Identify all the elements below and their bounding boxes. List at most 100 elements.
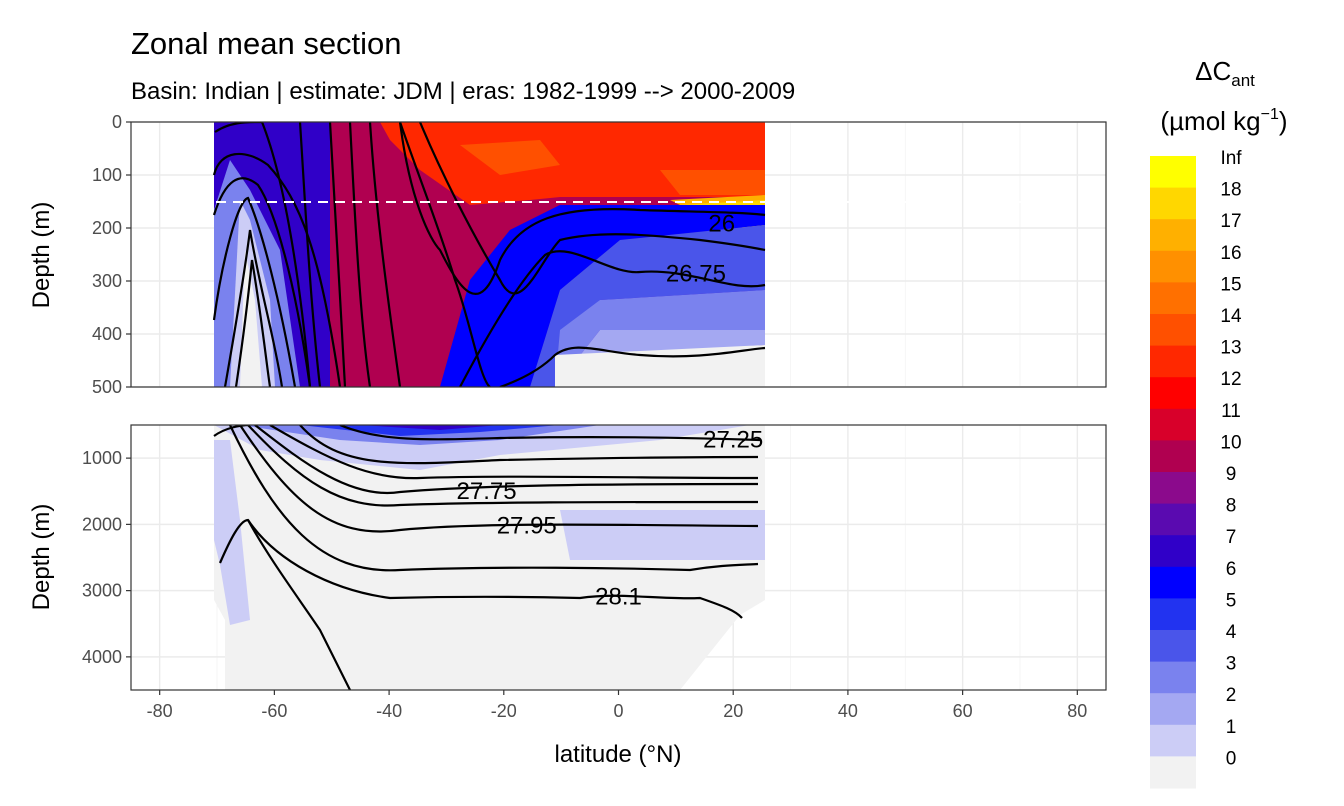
field-lower-blue-b [560, 510, 765, 560]
contour-lower-6 [247, 425, 759, 507]
panel-lower-field [214, 425, 765, 690]
legend-tick-label: 11 [1221, 401, 1241, 422]
legend-swatch [1150, 566, 1196, 599]
contour-label: 27.25 [703, 426, 763, 453]
legend-swatch [1150, 440, 1196, 473]
y-tick-label: 400 [92, 324, 122, 344]
legend-unit-sup: −1 [1261, 106, 1279, 123]
legend-tick-label: 1 [1226, 717, 1237, 738]
contour-label: 26 [708, 211, 735, 238]
field-lower-blue-e [300, 425, 560, 436]
y-axis-title-upper: Depth (m) [28, 202, 55, 309]
chart-subtitle: Basin: Indian | estimate: JDM | eras: 19… [131, 78, 795, 105]
contour-label: 27.95 [497, 512, 557, 539]
contour-upper-11 [368, 122, 402, 387]
legend-title-main: ΔC [1195, 56, 1231, 86]
contour-upper-8 [298, 122, 322, 387]
contour-upper-6 [234, 259, 272, 387]
legend-swatch [1150, 693, 1196, 726]
x-tick-label: 80 [1067, 701, 1087, 721]
y-axis-upper: 0 100 200 300 400 500 [92, 112, 131, 397]
contour-label: 28.1 [595, 583, 642, 610]
legend-swatch [1150, 345, 1196, 378]
contour-label: 26.75 [666, 261, 726, 288]
legend-tick-label: 2 [1226, 685, 1237, 706]
x-tick-label: 60 [953, 701, 973, 721]
field-upper-mid-c [555, 290, 765, 387]
legend-swatch [1150, 377, 1196, 410]
contour-lower-3 [299, 425, 759, 465]
legend-title-sub: ant [1231, 71, 1255, 90]
contour-lower-10 [247, 519, 351, 690]
contour-upper-3 [212, 177, 312, 387]
field-upper-high-c [460, 140, 560, 175]
legend-unit-close: ) [1279, 106, 1288, 136]
legend-swatch [1150, 282, 1196, 315]
legend-swatch [1150, 535, 1196, 568]
contour-labels: 26 26.75 27.25 27.75 27.95 28.1 [457, 211, 764, 611]
y-axis-lower: 1000 2000 3000 4000 [82, 448, 131, 667]
contour-lower-2 [339, 425, 761, 442]
x-tick-label: -60 [261, 701, 287, 721]
legend-swatch [1150, 630, 1196, 663]
x-tick-label: -80 [147, 701, 173, 721]
legend-swatch [1150, 756, 1196, 789]
field-lower-base [214, 425, 765, 690]
contour-upper-14 [459, 250, 766, 387]
legend-tick-label: 15 [1220, 274, 1241, 295]
legend-tick-label: 5 [1226, 590, 1237, 611]
x-tick-label: -20 [491, 701, 517, 721]
legend-tick-label: 9 [1226, 464, 1237, 485]
legend-tick-label: 17 [1220, 211, 1241, 232]
legend-tick-label: Inf [1220, 148, 1242, 169]
field-upper-high-b [380, 122, 765, 205]
chart-title: Zonal mean section [131, 26, 402, 61]
field-upper-mid-a [440, 205, 765, 387]
legend-tick-label: 18 [1220, 180, 1241, 201]
panel-upper-contours [212, 122, 766, 387]
y-axis-title-lower: Depth (m) [28, 504, 55, 611]
legend: ΔCant (µmol kg−1) Inf1817161514131211109… [1150, 56, 1288, 789]
y-tick-label: 100 [92, 165, 122, 185]
contour-upper-12 [398, 122, 766, 295]
legend-swatch [1150, 472, 1196, 505]
x-tick-label: 40 [838, 701, 858, 721]
field-upper-mid-b [530, 225, 765, 387]
y-tick-label: 500 [92, 377, 122, 397]
legend-tick-label: 0 [1226, 748, 1237, 769]
contour-upper-7 [260, 122, 312, 387]
y-tick-label: 2000 [82, 514, 122, 534]
field-upper-left-c [240, 250, 262, 387]
contour-upper-5 [223, 229, 284, 387]
panel-lower-contours [213, 425, 761, 690]
legend-tick-label: 4 [1226, 622, 1237, 643]
legend-tick-label: 6 [1226, 559, 1237, 580]
x-tick-label: 0 [613, 701, 623, 721]
contour-upper-2 [212, 152, 342, 387]
legend-unit: (µmol kg−1) [1160, 106, 1287, 136]
panel-upper [130, 121, 1107, 388]
legend-tick-label: 12 [1220, 369, 1241, 390]
legend-tick-label: 10 [1220, 432, 1241, 453]
panel-lower [130, 424, 1107, 691]
field-upper-mid-d [555, 330, 765, 387]
contour-upper-9 [328, 122, 347, 387]
x-tick-label: 20 [723, 701, 743, 721]
legend-swatch [1150, 314, 1196, 347]
contour-lower-4 [269, 425, 759, 480]
contour-lower-8 [229, 425, 759, 572]
y-tick-label: 0 [112, 112, 122, 132]
contour-upper-13 [418, 122, 766, 295]
field-upper-high-d [660, 170, 765, 195]
contour-lower-5 [254, 425, 759, 495]
legend-swatch [1150, 598, 1196, 631]
contour-upper-16 [398, 122, 491, 387]
legend-swatch [1150, 156, 1196, 189]
legend-title: ΔCant [1195, 56, 1255, 90]
field-lower-blue-a [214, 440, 250, 625]
legend-tick-label: 8 [1226, 496, 1237, 517]
contour-upper-4 [212, 196, 297, 387]
contour-lower-7 [239, 425, 759, 533]
